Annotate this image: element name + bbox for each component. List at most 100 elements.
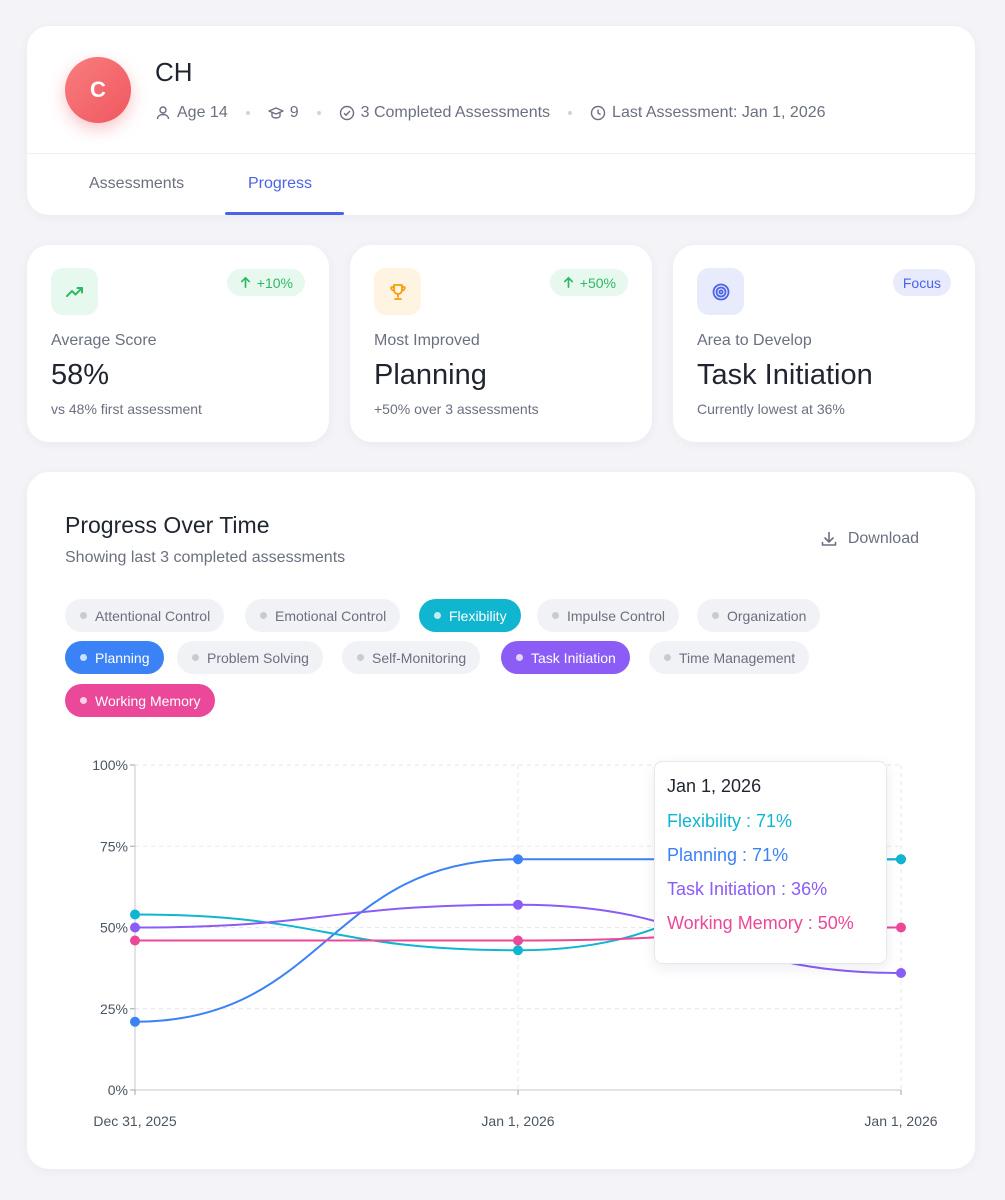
stat-value: 58% (51, 359, 110, 391)
y-tick-label: 50% (100, 920, 128, 936)
data-point-working-memory (513, 935, 523, 946)
trophy-icon (374, 268, 421, 315)
arrow-up-icon (240, 276, 250, 288)
separator-dot (316, 111, 321, 115)
chip-task-initiation[interactable]: Task Initiation (501, 641, 630, 674)
stat-subtext: Currently lowest at 36% (697, 401, 845, 417)
download-icon (821, 531, 837, 546)
download-button[interactable]: Download (820, 530, 919, 548)
most-improved-card: +50% Most Improved Planning +50% over 3 … (350, 245, 652, 442)
separator-dot (245, 111, 250, 115)
section-subtitle: Showing last 3 completed assessments (65, 549, 346, 566)
chip-label: Task Initiation (531, 649, 616, 666)
age-item: Age 14 (155, 104, 228, 122)
x-tick-label: Jan 1, 2026 (864, 1113, 937, 1129)
separator-dot (568, 111, 573, 115)
target-icon (697, 268, 744, 315)
chip-working-memory[interactable]: Working Memory (65, 684, 215, 717)
tooltip-row-planning: Planning : 71% (667, 845, 789, 865)
chip-label: Working Memory (95, 692, 201, 709)
student-name: CH (155, 57, 193, 87)
chip-self-monitoring[interactable]: Self-Monitoring (342, 641, 481, 674)
stat-label: Area to Develop (697, 332, 812, 349)
chip-planning[interactable]: Planning (65, 641, 164, 674)
chip-dot (80, 612, 87, 619)
chart-tooltip: Jan 1, 2026 Flexibility : 71% Planning :… (654, 761, 887, 964)
chip-emotional-control[interactable]: Emotional Control (245, 599, 401, 632)
chip-label: Planning (95, 649, 150, 666)
data-point-flexibility (896, 854, 906, 865)
average-score-card: +10% Average Score 58% vs 48% first asse… (27, 245, 329, 442)
chip-dot (434, 612, 441, 619)
chip-dot (192, 654, 199, 661)
data-point-task-initiation (513, 899, 523, 910)
chip-flexibility[interactable]: Flexibility (419, 599, 521, 632)
data-point-flexibility (130, 909, 140, 920)
active-tab-indicator (225, 212, 344, 215)
user-icon (156, 106, 170, 120)
graduation-cap-icon (268, 107, 284, 119)
tab-progress[interactable]: Progress (248, 175, 313, 192)
x-tick-label: Jan 1, 2026 (481, 1113, 554, 1129)
change-badge: +10% (226, 269, 305, 296)
chip-label: Organization (727, 607, 807, 624)
section-title: Progress Over Time (65, 512, 270, 538)
chip-attentional-control[interactable]: Attentional Control (65, 599, 225, 632)
chip-dot (357, 654, 364, 661)
change-badge: +50% (549, 269, 628, 296)
check-circle-icon (339, 105, 354, 121)
y-tick-label: 0% (108, 1082, 128, 1098)
tooltip-row-task-initiation: Task Initiation : 36% (667, 879, 828, 899)
chip-time-management[interactable]: Time Management (649, 641, 810, 674)
profile-card: C CH Age 14 9 3 Completed Assessments La… (27, 26, 975, 215)
completed-item: 3 Completed Assessments (339, 104, 550, 122)
stat-value: Task Initiation (697, 359, 873, 391)
chip-dot (80, 654, 87, 661)
x-tick-label: Dec 31, 2025 (93, 1113, 176, 1129)
data-point-working-memory (130, 935, 140, 946)
chip-label: Problem Solving (207, 649, 309, 666)
stat-label: Most Improved (374, 332, 480, 349)
last-assessment-text: Last Assessment: Jan 1, 2026 (612, 104, 826, 121)
chip-dot (260, 612, 267, 619)
badge-text: +10% (256, 274, 293, 291)
profile-meta: Age 14 9 3 Completed Assessments Last As… (155, 102, 826, 124)
stat-label: Average Score (51, 332, 157, 349)
chip-label: Attentional Control (95, 607, 211, 624)
badge-text: +50% (579, 274, 616, 291)
chip-organization[interactable]: Organization (697, 599, 821, 632)
chip-impulse-control[interactable]: Impulse Control (537, 599, 680, 632)
chip-label: Emotional Control (275, 607, 387, 624)
tab-assessments[interactable]: Assessments (89, 175, 185, 192)
y-tick-label: 75% (100, 838, 128, 854)
download-label: Download (847, 530, 919, 547)
arrow-up-icon (563, 276, 573, 288)
stat-subtext: +50% over 3 assessments (374, 401, 539, 417)
chip-dot (80, 697, 87, 704)
tooltip-row-working-memory: Working Memory : 50% (667, 913, 854, 933)
chip-dot (516, 654, 523, 661)
data-point-planning (130, 1016, 140, 1027)
age-text: Age 14 (177, 104, 228, 121)
data-point-working-memory (896, 922, 906, 933)
chip-dot (664, 654, 671, 661)
y-tick-label: 100% (92, 757, 128, 773)
stat-subtext: vs 48% first assessment (51, 401, 202, 417)
completed-text: 3 Completed Assessments (360, 104, 551, 121)
data-point-planning (513, 854, 523, 865)
chip-problem-solving[interactable]: Problem Solving (177, 641, 323, 674)
area-to-develop-card: Focus Area to Develop Task Initiation Cu… (673, 245, 975, 442)
stat-value: Planning (374, 359, 487, 391)
chip-label: Flexibility (449, 607, 507, 624)
last-assessment-item: Last Assessment: Jan 1, 2026 (590, 104, 826, 122)
focus-badge: Focus (892, 269, 951, 296)
trending-up-icon (51, 268, 98, 315)
divider (27, 153, 975, 154)
data-point-task-initiation (130, 922, 140, 933)
tooltip-row-flexibility: Flexibility : 71% (667, 811, 793, 831)
chip-dot (712, 612, 719, 619)
data-point-flexibility (513, 945, 523, 956)
chip-label: Self-Monitoring (372, 649, 467, 666)
chip-dot (552, 612, 559, 619)
chip-label: Impulse Control (567, 607, 666, 624)
